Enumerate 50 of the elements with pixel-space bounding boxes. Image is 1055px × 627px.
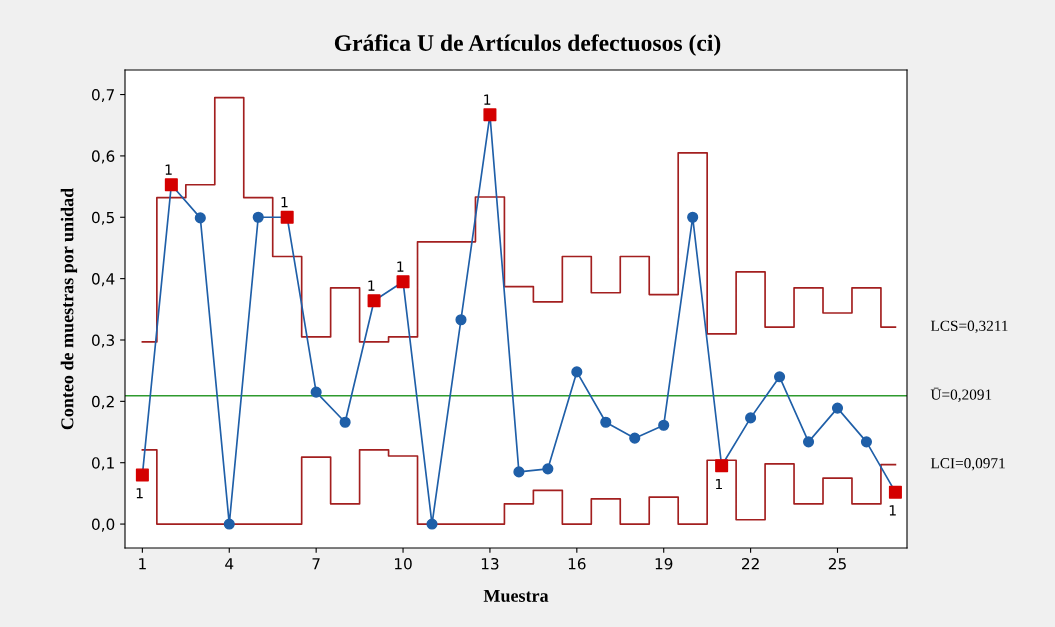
text: LCS=0,3211 <box>930 320 1008 334</box>
y-tick-label: 0,5 <box>91 211 114 225</box>
x-tick-label: 16 <box>568 557 586 570</box>
annotation: 1 <box>368 280 375 291</box>
annotation: 1 <box>281 197 288 208</box>
point <box>571 366 583 378</box>
y-tick-label: 0,2 <box>91 395 114 409</box>
x-tick-label: 22 <box>742 557 759 570</box>
chart-title: Gráfica U de Artículos defectuosos (ci) <box>334 34 721 56</box>
point <box>542 463 554 475</box>
x-tick-label: 13 <box>481 557 499 570</box>
point <box>629 432 641 444</box>
point <box>223 518 235 530</box>
y-tick-label: 0,3 <box>91 334 115 348</box>
annotation: 1 <box>136 488 143 499</box>
y-tick-label: 0,6 <box>91 150 115 164</box>
y-tick-label: 0,0 <box>91 518 115 532</box>
ref-line-label: Ū=0,2091 <box>930 387 992 402</box>
annotation: 1 <box>397 261 404 272</box>
point <box>339 416 351 428</box>
point <box>745 412 757 424</box>
point <box>426 518 438 530</box>
x-tick-label: 1 <box>139 558 146 570</box>
x-tick-label: 7 <box>312 558 320 570</box>
annotation: 1 <box>165 164 172 175</box>
point <box>774 371 786 383</box>
annotation: 1 <box>484 94 491 105</box>
point <box>513 466 525 478</box>
x-tick-label: 19 <box>655 557 673 570</box>
point <box>658 419 670 431</box>
point <box>252 211 264 223</box>
x-tick-label: 10 <box>395 557 412 570</box>
y-axis-title: Conteo de muestras por unidad <box>60 187 78 430</box>
annotation: 1 <box>889 505 896 516</box>
point <box>802 436 815 448</box>
point <box>860 436 873 448</box>
y-tick-label: 0,1 <box>91 457 114 471</box>
point <box>455 314 467 326</box>
point <box>831 402 844 414</box>
x-axis-title: Muestra <box>483 589 549 602</box>
point <box>687 211 699 223</box>
x-tick-label: 25 <box>828 557 846 570</box>
annotation: 1 <box>715 478 722 490</box>
y-tick-label: 0,4 <box>91 273 115 287</box>
text: LCI=0,0971 <box>930 458 1005 471</box>
x-tick-label: 4 <box>225 558 234 570</box>
point <box>310 386 322 398</box>
point <box>194 212 206 224</box>
point <box>600 416 612 428</box>
y-tick-label: 0,7 <box>91 89 114 103</box>
